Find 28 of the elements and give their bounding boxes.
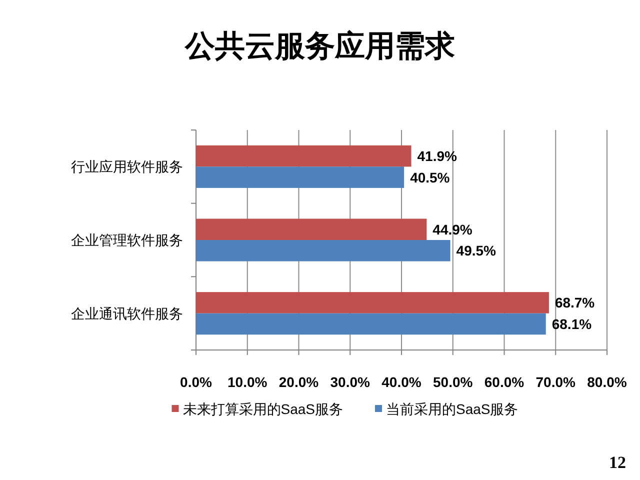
bar	[196, 218, 427, 240]
data-label: 68.1%	[552, 316, 592, 332]
bar	[196, 292, 549, 314]
y-tick-label: 企业通讯软件服务	[71, 306, 183, 322]
text: 12	[609, 453, 626, 472]
y-tick-label: 行业应用软件服务	[71, 160, 183, 176]
data-label: 68.7%	[554, 294, 596, 311]
data-label: 49.5%	[456, 242, 497, 259]
data-label: 44.9%	[432, 221, 473, 238]
legend-label: 当前采用的SaaS服务	[386, 401, 518, 417]
chart-title: 公共云服务应用需求	[184, 29, 455, 63]
x-tick-label: 80.0%	[587, 374, 628, 390]
x-tick-label: 50.0%	[433, 374, 474, 390]
x-tick-label: 10.0%	[228, 374, 268, 390]
x-tick-label: 30.0%	[330, 374, 371, 390]
x-tick-label: 60.0%	[484, 374, 525, 390]
y-tick-label: 企业管理软件服务	[71, 233, 183, 249]
x-tick-label: 0.0%	[180, 374, 212, 390]
bar	[196, 145, 412, 167]
legend-label: 未来打算采用的SaaS服务	[182, 401, 343, 417]
data-label: 41.9%	[417, 148, 458, 164]
bar	[196, 166, 404, 188]
data-label: 40.5%	[410, 169, 450, 186]
x-tick-label: 40.0%	[382, 374, 422, 390]
x-tick-label: 70.0%	[536, 374, 576, 390]
bar	[196, 313, 546, 335]
x-tick-label: 20.0%	[278, 374, 320, 390]
bar	[196, 240, 450, 262]
